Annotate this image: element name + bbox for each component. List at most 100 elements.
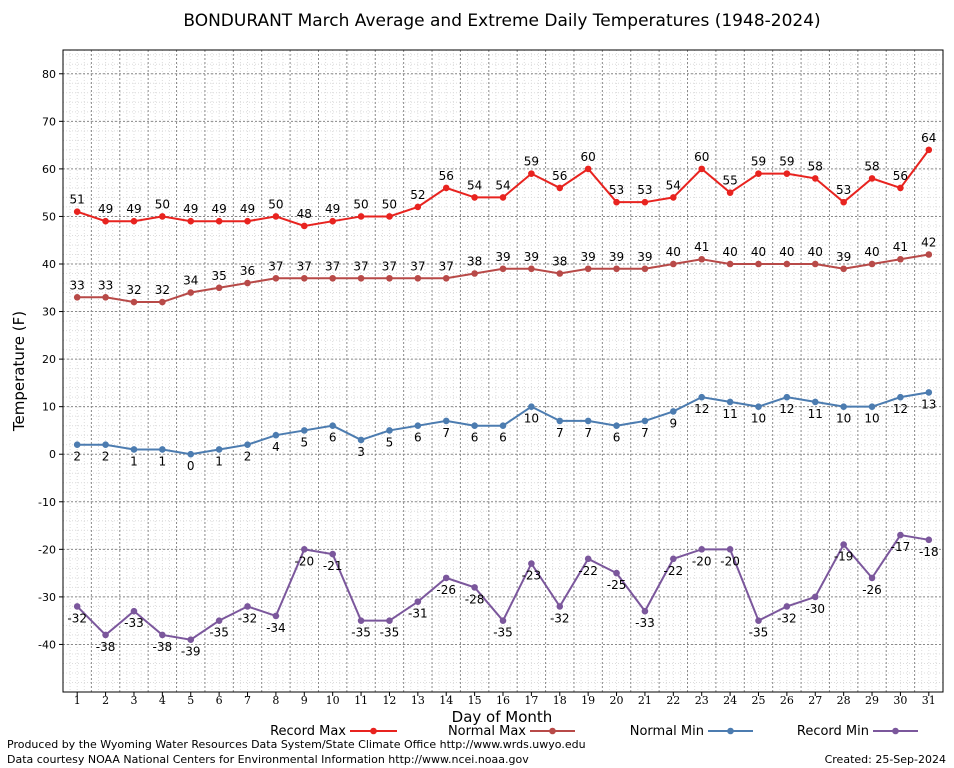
data-label: 38 bbox=[467, 255, 482, 269]
data-label: 4 bbox=[272, 440, 280, 454]
y-tick-label: 50 bbox=[42, 210, 56, 223]
data-point bbox=[556, 417, 564, 425]
x-tick-label: 6 bbox=[216, 694, 223, 707]
data-label: 49 bbox=[126, 202, 141, 216]
data-label: 37 bbox=[268, 259, 283, 273]
y-tick-label: 30 bbox=[42, 306, 56, 319]
data-label: 58 bbox=[864, 159, 879, 173]
data-point bbox=[244, 441, 251, 449]
data-label: -33 bbox=[635, 616, 655, 630]
data-point bbox=[811, 175, 819, 182]
data-point bbox=[925, 146, 933, 154]
y-axis-label: Temperature (F) bbox=[10, 311, 28, 432]
x-tick-label: 22 bbox=[666, 694, 680, 707]
data-label: 39 bbox=[524, 250, 539, 264]
data-point bbox=[102, 293, 109, 301]
x-tick-label: 16 bbox=[496, 694, 510, 707]
footer-created: Created: 25-Sep-2024 bbox=[824, 753, 946, 766]
data-point bbox=[698, 546, 706, 553]
data-point bbox=[811, 398, 819, 406]
data-label: 1 bbox=[159, 454, 167, 468]
data-point bbox=[528, 560, 535, 567]
data-label: 7 bbox=[584, 426, 592, 440]
data-label: 5 bbox=[386, 435, 394, 449]
data-point bbox=[73, 208, 81, 215]
data-label: 54 bbox=[495, 178, 510, 192]
data-point bbox=[811, 593, 819, 601]
data-point bbox=[159, 298, 166, 306]
data-point bbox=[215, 446, 223, 453]
data-point bbox=[471, 584, 478, 591]
data-label: 52 bbox=[410, 188, 425, 202]
data-point bbox=[73, 293, 81, 301]
data-point bbox=[755, 170, 762, 177]
data-label: 56 bbox=[893, 169, 908, 183]
data-point bbox=[272, 612, 280, 620]
data-point bbox=[783, 603, 791, 610]
data-point bbox=[868, 403, 876, 410]
data-label: 54 bbox=[666, 178, 681, 192]
data-label: -28 bbox=[465, 592, 485, 606]
data-point bbox=[300, 274, 308, 282]
data-label: 53 bbox=[836, 183, 851, 197]
data-label: 40 bbox=[808, 245, 823, 259]
data-label: -23 bbox=[522, 569, 542, 583]
data-label: -19 bbox=[834, 550, 854, 564]
data-label: -30 bbox=[805, 602, 825, 616]
data-label: -35 bbox=[351, 626, 371, 640]
x-tick-label: 11 bbox=[354, 694, 368, 707]
data-point bbox=[670, 555, 677, 563]
data-point bbox=[726, 260, 734, 268]
legend-label: Normal Min bbox=[630, 724, 704, 739]
x-tick-label: 4 bbox=[159, 694, 166, 707]
data-label: 40 bbox=[722, 245, 737, 259]
legend-item-record-min: Record Min bbox=[797, 724, 918, 739]
chart-title: BONDURANT March Average and Extreme Dail… bbox=[183, 11, 820, 31]
data-label: 10 bbox=[524, 412, 539, 426]
data-label: 41 bbox=[893, 240, 908, 254]
data-label: 51 bbox=[70, 193, 85, 207]
x-tick-label: 21 bbox=[638, 694, 652, 707]
data-label: 12 bbox=[694, 402, 709, 416]
data-label: 50 bbox=[155, 197, 170, 211]
data-label: 2 bbox=[73, 450, 81, 464]
x-tick-label: 17 bbox=[524, 694, 538, 707]
legend-swatch-marker bbox=[892, 727, 899, 735]
data-point bbox=[613, 265, 620, 273]
data-label: 6 bbox=[471, 431, 479, 445]
data-point bbox=[925, 389, 933, 396]
data-point bbox=[613, 422, 620, 429]
data-label: -20 bbox=[720, 554, 740, 568]
data-label: 35 bbox=[211, 269, 226, 283]
data-point bbox=[215, 217, 223, 225]
data-point bbox=[840, 403, 847, 410]
data-label: 10 bbox=[864, 412, 879, 426]
data-point bbox=[357, 617, 365, 624]
data-point bbox=[102, 631, 109, 639]
data-point bbox=[811, 260, 819, 268]
data-label: -22 bbox=[578, 564, 598, 578]
x-tick-label: 29 bbox=[865, 694, 879, 707]
data-label: 9 bbox=[670, 416, 678, 430]
data-label: 1 bbox=[215, 454, 223, 468]
data-label: 41 bbox=[694, 240, 709, 254]
data-label: 55 bbox=[722, 174, 737, 188]
x-tick-label: 15 bbox=[468, 694, 482, 707]
data-point bbox=[244, 279, 251, 287]
data-point bbox=[698, 393, 706, 401]
data-label: 6 bbox=[329, 431, 337, 445]
data-point bbox=[442, 574, 450, 582]
data-point bbox=[244, 603, 251, 610]
data-point bbox=[329, 550, 336, 558]
data-point bbox=[300, 546, 308, 553]
data-label: 49 bbox=[183, 202, 198, 216]
legend-label: Record Max bbox=[270, 724, 346, 739]
data-point bbox=[102, 217, 109, 225]
data-label: 60 bbox=[581, 150, 596, 164]
data-label: 37 bbox=[325, 259, 340, 273]
data-label: -34 bbox=[266, 621, 286, 635]
data-point bbox=[102, 441, 109, 449]
data-label: 50 bbox=[353, 197, 368, 211]
data-point bbox=[471, 422, 478, 429]
